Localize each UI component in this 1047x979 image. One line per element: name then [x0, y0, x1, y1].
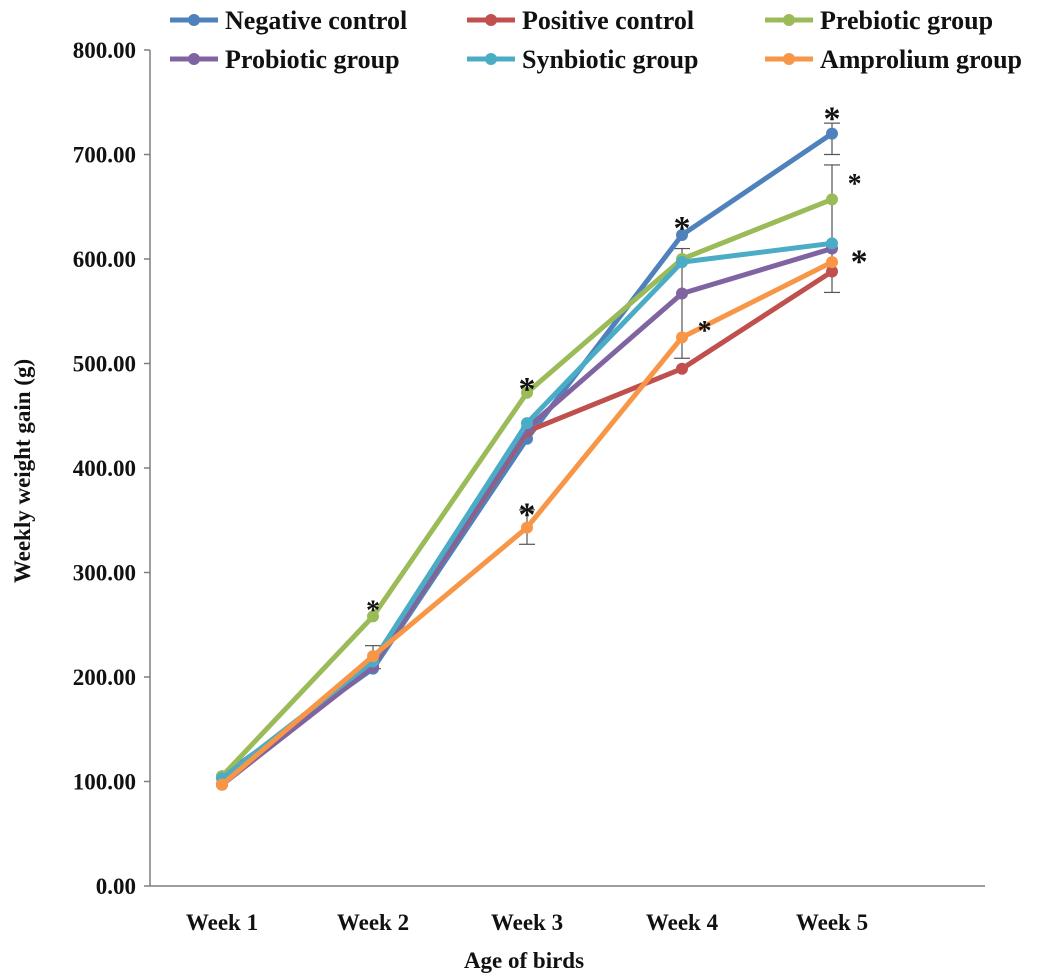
data-point — [521, 386, 533, 399]
y-tick-label: 800.00 — [73, 38, 136, 63]
legend-item: Negative control — [170, 6, 407, 35]
x-tick-label: Week 1 — [186, 910, 258, 935]
y-tick-label: 200.00 — [73, 665, 136, 690]
data-point — [826, 127, 838, 140]
series-layer — [216, 127, 838, 791]
series-prebiotic-group — [216, 193, 838, 783]
x-tick-label: Week 3 — [491, 910, 563, 935]
series-line — [219, 196, 835, 779]
significance-star: * — [824, 100, 841, 137]
legend-label: Prebiotic group — [820, 6, 993, 35]
series-amprolium-group — [216, 256, 838, 791]
legend-swatch-marker — [485, 53, 497, 65]
data-point — [826, 193, 838, 206]
legend-label: Synbiotic group — [522, 45, 699, 74]
legend-item: Prebiotic group — [765, 6, 993, 35]
significance-star: * — [519, 371, 536, 408]
axes: 0.00 100.00 200.00 300.00 400.00 500.00 600.00… — [73, 38, 985, 935]
y-tick-label: 400.00 — [73, 456, 136, 481]
data-point — [216, 778, 228, 791]
legend-swatch-marker — [188, 14, 200, 26]
y-tick-label: 0.00 — [96, 874, 136, 899]
data-point — [521, 521, 533, 534]
legend-swatch-marker — [188, 53, 200, 65]
data-point — [676, 228, 688, 241]
legend-swatch-marker — [783, 53, 795, 65]
legend-label: Probiotic group — [225, 45, 400, 74]
data-point — [676, 362, 688, 375]
y-tick-label: 500.00 — [73, 352, 136, 377]
y-tick-label: 600.00 — [73, 247, 136, 272]
data-point — [826, 265, 838, 278]
data-point — [367, 650, 379, 663]
legend-label: Positive control — [522, 6, 694, 35]
data-point — [521, 417, 533, 430]
significance-star: * — [851, 243, 868, 280]
legend-label: Amprolium group — [820, 45, 1022, 74]
significance-star: * — [519, 496, 536, 533]
legend-item: Amprolium group — [765, 45, 1022, 74]
y-tick-label: 100.00 — [73, 770, 136, 795]
legend-item: Probiotic group — [170, 45, 400, 74]
y-tick-label: 300.00 — [73, 561, 136, 586]
significance-star: * — [698, 316, 712, 347]
y-axis-title: Weekly weight gain (g) — [10, 359, 35, 583]
data-point — [367, 610, 379, 623]
data-point — [676, 287, 688, 300]
legend-swatch-marker — [485, 14, 497, 26]
data-point — [676, 331, 688, 344]
annotations: * * * * * * * * — [366, 100, 868, 626]
significance-star: * — [848, 169, 862, 200]
y-tick-label: 700.00 — [73, 143, 136, 168]
error-bars — [365, 122, 840, 670]
legend-item: Positive control — [467, 6, 694, 35]
data-point — [826, 237, 838, 250]
legend: Negative control Positive control Prebioti… — [170, 6, 1022, 74]
legend-swatch-marker — [783, 14, 795, 26]
legend-item: Synbiotic group — [467, 45, 699, 74]
x-tick-label: Week 2 — [337, 910, 409, 935]
significance-star: * — [366, 595, 380, 626]
data-point — [676, 256, 688, 269]
x-tick-label: Week 4 — [646, 910, 719, 935]
data-point — [826, 256, 838, 269]
x-axis-title: Age of birds — [464, 948, 584, 973]
legend-label: Negative control — [225, 6, 407, 35]
significance-star: * — [674, 210, 691, 247]
x-tick-label: Week 5 — [796, 910, 868, 935]
